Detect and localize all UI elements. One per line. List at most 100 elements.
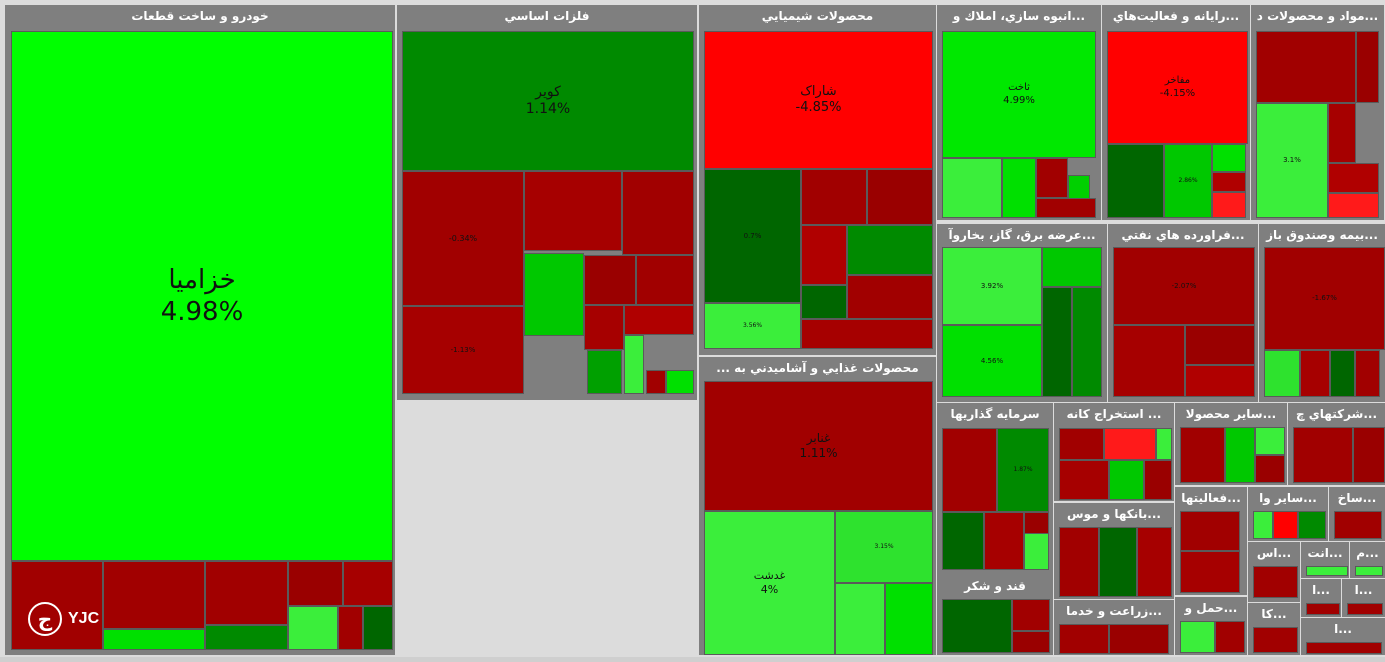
stock-tile[interactable] — [1185, 365, 1255, 397]
sector-11[interactable]: ... استخراج كانه — [1054, 403, 1174, 501]
sector-20[interactable]: ...م — [1350, 542, 1385, 578]
stock-tile[interactable] — [1042, 287, 1072, 397]
stock-tile[interactable] — [801, 285, 847, 319]
stock-tile[interactable] — [1113, 325, 1185, 397]
stock-tile[interactable] — [1253, 627, 1298, 653]
stock-tile[interactable] — [1293, 427, 1353, 483]
stock-tile[interactable] — [584, 255, 636, 305]
stock-tile[interactable] — [205, 561, 288, 625]
stock-tile[interactable] — [1137, 527, 1172, 597]
sector-12[interactable]: ...ساير محصولا — [1175, 403, 1287, 485]
stock-tile[interactable] — [1328, 163, 1379, 193]
stock-tile[interactable] — [1180, 551, 1240, 593]
stock-tile[interactable] — [1328, 193, 1379, 218]
stock-tile[interactable] — [1036, 198, 1096, 218]
stock-tile[interactable] — [584, 305, 624, 350]
sector-3[interactable]: محصولات غذايي و آشاميدني به ... غنابر 1.11… — [699, 357, 936, 655]
sector-23[interactable]: ...حمل و — [1175, 597, 1247, 655]
stock-tile[interactable] — [363, 606, 393, 650]
stock-tile[interactable] — [1024, 533, 1049, 570]
stock-tile[interactable] — [1225, 427, 1255, 483]
stock-tile[interactable]: 1.87% — [997, 428, 1049, 512]
stock-tile[interactable]: خزامیا 4.98% — [11, 31, 393, 561]
sector-8[interactable]: ...فراورده هاي نفتي -2.07% — [1108, 224, 1258, 402]
stock-tile[interactable] — [1144, 460, 1172, 500]
stock-tile[interactable] — [1353, 427, 1385, 483]
stock-tile[interactable] — [1356, 31, 1379, 103]
stock-tile[interactable] — [942, 512, 984, 570]
stock-tile[interactable] — [1185, 325, 1255, 365]
stock-tile[interactable] — [624, 335, 644, 394]
stock-tile[interactable] — [1059, 460, 1109, 500]
stock-tile[interactable] — [1104, 428, 1156, 460]
stock-tile[interactable] — [1215, 621, 1245, 653]
stock-tile[interactable] — [343, 561, 393, 606]
sector-13[interactable]: ...شركتهاي چ — [1288, 403, 1385, 485]
stock-tile[interactable] — [1306, 566, 1348, 576]
stock-tile[interactable]: 2.86% — [1164, 144, 1212, 218]
stock-tile[interactable] — [1334, 511, 1382, 539]
stock-tile[interactable]: مفاخر -4.15% — [1107, 31, 1248, 144]
sector-5[interactable]: ...رايانه و فعاليت‌هاي مفاخر -4.15% 2.86% — [1102, 5, 1250, 220]
stock-tile[interactable]: 3.15% — [835, 511, 933, 583]
stock-tile[interactable] — [1012, 599, 1050, 631]
stock-tile[interactable] — [1306, 603, 1340, 615]
stock-tile[interactable]: شاراک -4.85% — [704, 31, 933, 169]
stock-tile[interactable]: -2.07% — [1113, 247, 1255, 325]
stock-tile[interactable] — [338, 606, 363, 650]
stock-tile[interactable]: 0.7% — [704, 169, 801, 303]
sector-18[interactable]: ...اس — [1248, 542, 1300, 602]
sector-25[interactable]: ...ا — [1301, 579, 1341, 617]
stock-tile[interactable] — [942, 428, 997, 512]
stock-tile[interactable] — [847, 275, 933, 319]
stock-tile[interactable] — [1298, 511, 1326, 539]
stock-tile[interactable] — [1068, 175, 1090, 200]
sector-22[interactable]: ...زراعت و خدما — [1054, 600, 1174, 655]
stock-tile[interactable]: 3.92% — [942, 247, 1042, 325]
stock-tile[interactable] — [1107, 144, 1164, 218]
stock-tile[interactable] — [1059, 527, 1099, 597]
stock-tile[interactable] — [1256, 31, 1356, 103]
sector-15[interactable]: ...ساير وا — [1248, 487, 1328, 541]
sector-21[interactable]: قند و شكر — [937, 575, 1053, 655]
sector-2[interactable]: محصولات شيميايي شاراک -4.85% 0.7% 3.56% — [699, 5, 936, 355]
stock-tile[interactable] — [1012, 631, 1050, 653]
sector-6[interactable]: ...مواد و محصولات د 3.1% — [1251, 5, 1384, 220]
stock-tile[interactable]: 3.1% — [1256, 103, 1328, 218]
sector-16[interactable]: ...ساخ — [1329, 487, 1385, 541]
stock-tile[interactable] — [624, 305, 694, 335]
stock-tile[interactable] — [801, 169, 867, 225]
stock-tile[interactable] — [1300, 350, 1330, 397]
stock-tile[interactable] — [1212, 144, 1246, 172]
stock-tile[interactable]: غدشت 4% — [704, 511, 835, 655]
stock-tile[interactable] — [801, 225, 847, 285]
stock-tile[interactable] — [636, 255, 694, 305]
stock-tile[interactable] — [835, 583, 885, 655]
stock-tile[interactable] — [587, 350, 622, 394]
stock-tile[interactable] — [1255, 427, 1285, 455]
stock-tile[interactable] — [984, 512, 1024, 570]
stock-tile[interactable] — [1212, 172, 1246, 192]
stock-tile[interactable] — [1355, 350, 1380, 397]
stock-tile[interactable] — [1002, 158, 1036, 218]
stock-tile[interactable] — [1255, 455, 1285, 483]
stock-tile[interactable] — [1355, 566, 1383, 576]
stock-tile[interactable]: 3.56% — [704, 303, 801, 349]
sector-26[interactable]: ...ا — [1342, 579, 1385, 617]
stock-tile[interactable] — [1180, 621, 1215, 653]
sector-27[interactable]: ...ا — [1301, 618, 1385, 655]
stock-tile[interactable] — [1072, 287, 1102, 397]
sector-4[interactable]: ...انبوه سازي، املاك و ثاخت 4.99% — [937, 5, 1101, 220]
sector-9[interactable]: ...بيمه وصندوق باز -1.67% — [1259, 224, 1385, 402]
stock-tile[interactable] — [1328, 103, 1356, 163]
stock-tile[interactable] — [1099, 527, 1137, 597]
stock-tile[interactable]: ثاخت 4.99% — [942, 31, 1096, 158]
stock-tile[interactable]: -1.67% — [1264, 247, 1385, 350]
stock-tile[interactable] — [1109, 624, 1169, 654]
stock-tile[interactable] — [11, 561, 103, 650]
stock-tile[interactable] — [1330, 350, 1355, 397]
stock-tile[interactable] — [1264, 350, 1300, 397]
sector-14[interactable]: ...فعاليتها — [1175, 487, 1247, 595]
stock-tile[interactable] — [1059, 428, 1104, 460]
stock-tile[interactable] — [801, 319, 933, 349]
